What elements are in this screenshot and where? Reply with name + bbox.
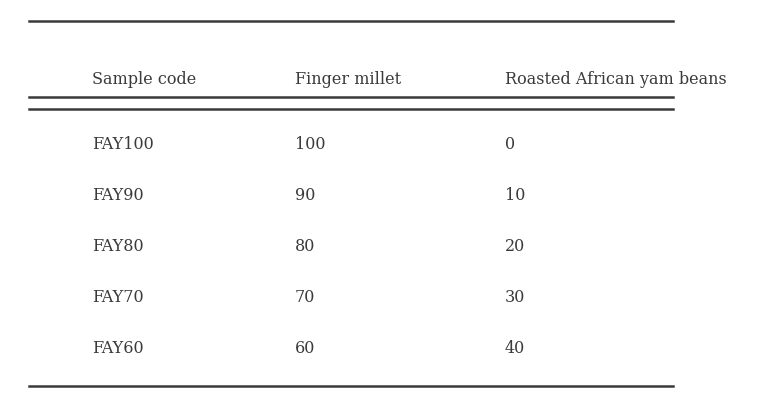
Text: FAY60: FAY60 (93, 340, 144, 357)
Text: FAY100: FAY100 (93, 136, 154, 153)
Text: 90: 90 (295, 187, 316, 204)
Text: 0: 0 (505, 136, 515, 153)
Text: 40: 40 (505, 340, 525, 357)
Text: 60: 60 (295, 340, 316, 357)
Text: FAY70: FAY70 (93, 289, 144, 306)
Text: 100: 100 (295, 136, 326, 153)
Text: Finger millet: Finger millet (295, 71, 402, 88)
Text: 10: 10 (505, 187, 525, 204)
Text: FAY90: FAY90 (93, 187, 144, 204)
Text: 80: 80 (295, 238, 316, 255)
Text: Roasted African yam beans: Roasted African yam beans (505, 71, 726, 88)
Text: FAY80: FAY80 (93, 238, 144, 255)
Text: Sample code: Sample code (93, 71, 197, 88)
Text: 30: 30 (505, 289, 525, 306)
Text: 20: 20 (505, 238, 525, 255)
Text: 70: 70 (295, 289, 316, 306)
